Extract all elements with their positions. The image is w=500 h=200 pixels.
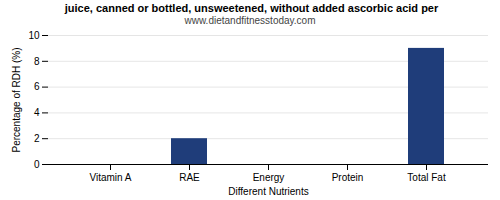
svg-text:4: 4 <box>34 107 40 118</box>
html-text:juice, canned or bottled, unsw: juice, canned or bottled, unsweetened, w… <box>61 2 439 14</box>
svg-text:RAE: RAE <box>179 172 200 183</box>
svg-text:Vitamin A: Vitamin A <box>89 172 131 183</box>
html-text:www.dietandfitnesstoday.com: www.dietandfitnesstoday.com <box>184 15 316 26</box>
svg-text:2: 2 <box>34 133 40 144</box>
svg-text:Energy: Energy <box>253 172 285 183</box>
svg-text:8: 8 <box>34 56 40 67</box>
svg-text:0: 0 <box>34 159 40 170</box>
svg-text:Protein: Protein <box>332 172 364 183</box>
svg-text:6: 6 <box>34 81 40 92</box>
svg-text:Different Nutrients: Different Nutrients <box>228 186 308 197</box>
svg-text:Total Fat: Total Fat <box>407 172 446 183</box>
svg-text:10: 10 <box>28 30 40 41</box>
svg-text:Percentage of RDH (%): Percentage of RDH (%) <box>11 47 22 152</box>
